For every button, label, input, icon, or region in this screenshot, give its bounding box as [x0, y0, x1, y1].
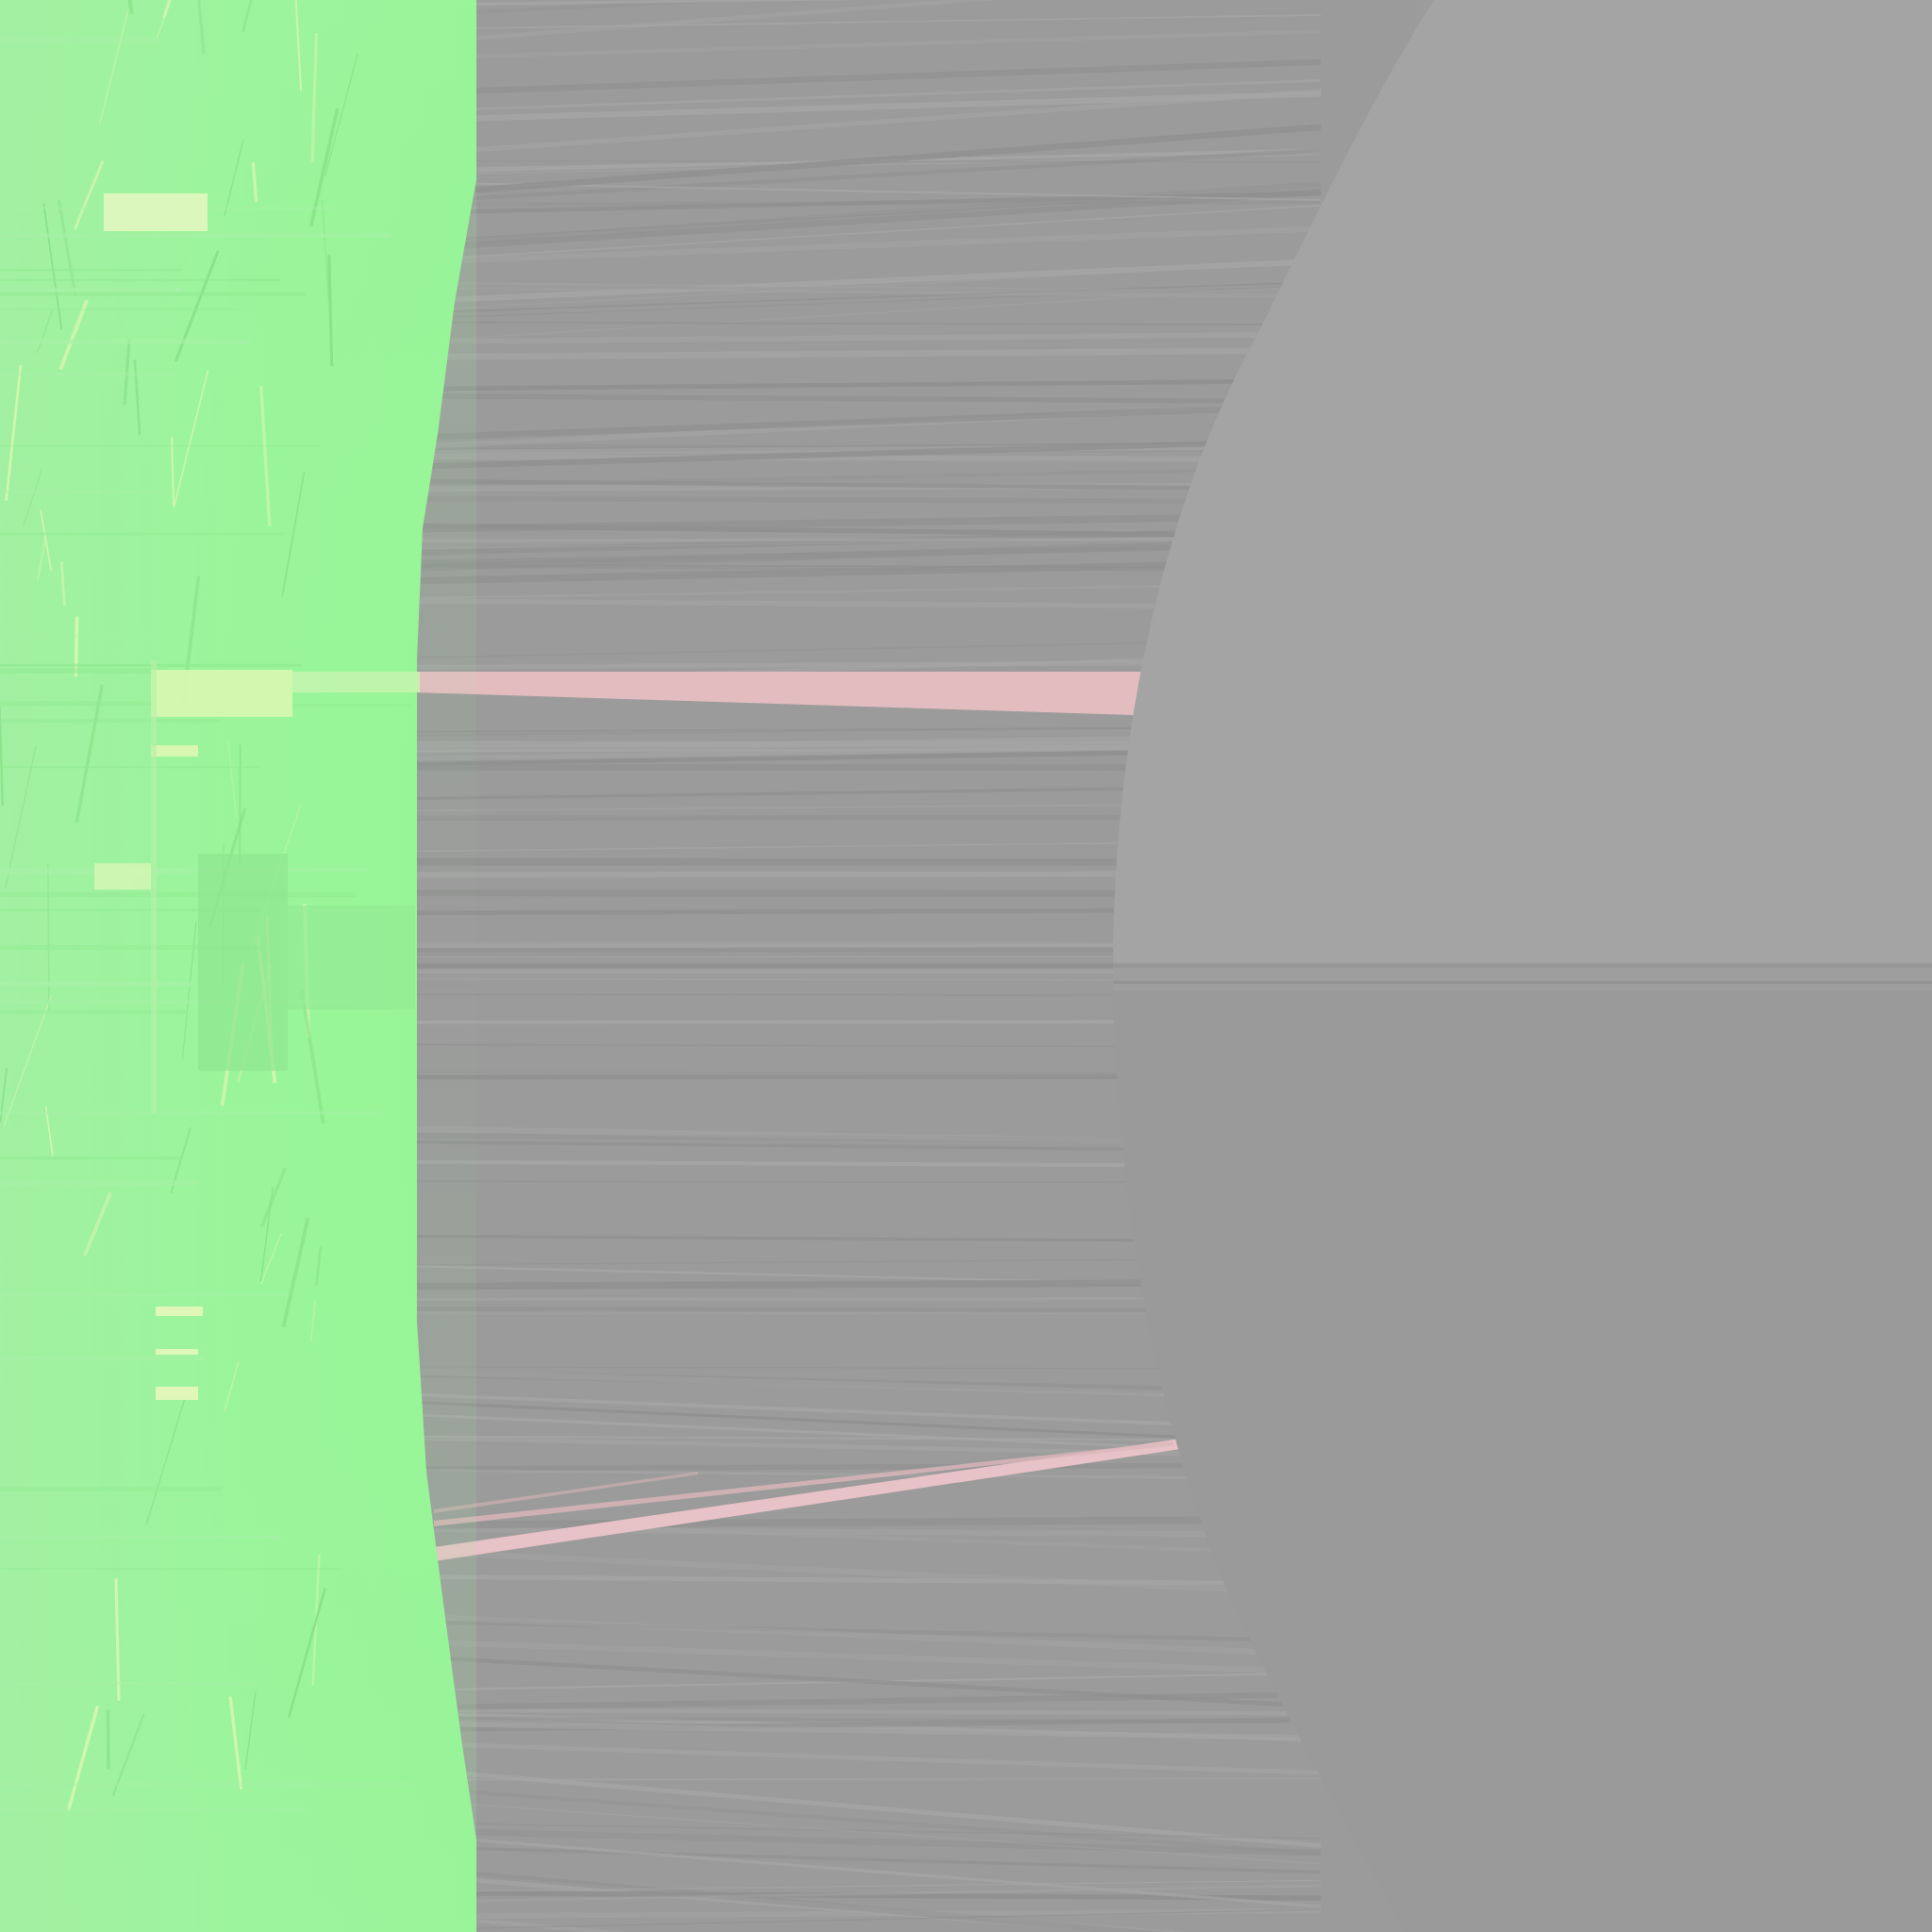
grass-stripe [0, 664, 301, 667]
grass-stripe [0, 288, 182, 292]
arch-seam-line-b [1113, 981, 1932, 984]
grass-stripe [0, 1536, 282, 1539]
grass-stripe [0, 1807, 307, 1811]
grass-stripe [0, 1568, 341, 1569]
grass-band [156, 1387, 198, 1400]
grass-stripe [0, 1010, 186, 1014]
grass-stripe [0, 308, 238, 310]
grass-stripe [0, 766, 260, 768]
grass-stripe [0, 373, 175, 376]
grass-streak [240, 744, 241, 865]
grass-stripe [0, 635, 168, 636]
grass-stripe [0, 668, 168, 674]
grass-stripe [0, 532, 284, 535]
grass-stripe [0, 1356, 205, 1360]
grass-stripe [0, 37, 159, 42]
grass-band [292, 672, 420, 692]
grass-stripe [0, 1157, 181, 1159]
arch-seam-line-a [1113, 964, 1932, 968]
grass-patch [288, 906, 415, 1009]
grass-stripe [0, 1487, 222, 1491]
grass-band [151, 745, 198, 757]
grass-stripe [0, 292, 306, 296]
grass-stripe [0, 233, 391, 238]
grass-stripe [0, 719, 222, 723]
grass-stripe [0, 1498, 199, 1500]
grass-band [94, 863, 151, 890]
grass-stripe [0, 269, 182, 271]
grass-edge [151, 660, 157, 1113]
grass-band [151, 670, 292, 717]
grass-stripe [0, 1782, 411, 1787]
grass-stripe [0, 339, 249, 343]
grass-stripe [0, 1180, 197, 1186]
grass-band [156, 1349, 198, 1355]
grass-stripe [0, 1111, 380, 1115]
grass-stripe [0, 701, 174, 705]
grass-streak [75, 617, 76, 677]
grass-patch [198, 854, 288, 1071]
grass-band [156, 1307, 203, 1316]
grass-stripe [0, 1293, 289, 1296]
grass-stripe [0, 1682, 251, 1684]
grass-stripe [0, 445, 318, 446]
grass-band [104, 193, 208, 231]
grass-stripe [0, 981, 194, 986]
grass-stripe [0, 892, 357, 897]
grass-stripe [0, 279, 280, 281]
